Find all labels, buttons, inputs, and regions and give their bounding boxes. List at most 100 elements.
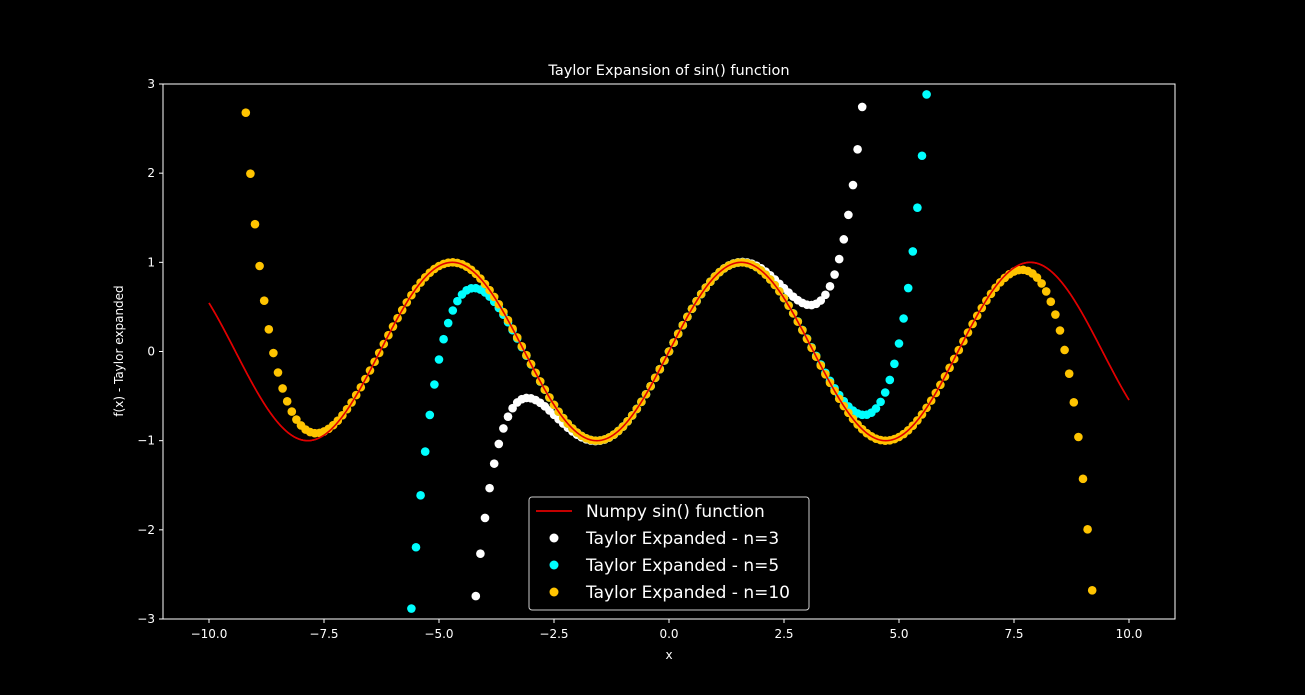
x-tick-label: −10.0 bbox=[191, 627, 228, 641]
legend: Numpy sin() function Taylor Expanded - n=… bbox=[528, 496, 810, 611]
data-point bbox=[508, 403, 517, 413]
data-point bbox=[241, 108, 251, 118]
y-tick-label: −1 bbox=[137, 434, 155, 448]
data-point bbox=[250, 219, 260, 229]
legend-frame bbox=[528, 496, 810, 611]
data-point bbox=[439, 334, 448, 344]
data-point bbox=[894, 339, 904, 348]
data-point bbox=[1060, 345, 1069, 355]
scatter-series-n10 bbox=[241, 108, 1097, 595]
data-point bbox=[246, 169, 255, 178]
data-point bbox=[471, 591, 481, 601]
data-point bbox=[282, 397, 292, 406]
y-axis-label: f(x) - Taylor expanded bbox=[112, 285, 126, 416]
data-point bbox=[420, 447, 430, 456]
y-tick-label: 0 bbox=[147, 345, 155, 359]
data-point bbox=[1055, 326, 1065, 335]
data-point bbox=[816, 296, 826, 305]
data-point bbox=[830, 270, 839, 279]
data-point bbox=[448, 306, 458, 315]
data-point bbox=[1064, 369, 1074, 378]
y-tick-label: 3 bbox=[147, 77, 155, 91]
data-point bbox=[485, 483, 494, 493]
data-point bbox=[890, 359, 899, 369]
data-point bbox=[503, 412, 513, 421]
data-point bbox=[1051, 310, 1060, 319]
data-point bbox=[871, 404, 881, 413]
data-point bbox=[1037, 279, 1046, 288]
data-point bbox=[264, 325, 274, 334]
data-point bbox=[825, 282, 835, 291]
x-tick-label: −5.0 bbox=[424, 627, 453, 641]
data-point bbox=[839, 235, 849, 244]
data-point bbox=[453, 296, 462, 306]
x-axis-label: x bbox=[665, 648, 672, 662]
legend-dot-marker bbox=[549, 587, 559, 597]
x-tick-label: 5.0 bbox=[889, 627, 908, 641]
legend-label: Taylor Expanded - n=3 bbox=[585, 529, 779, 549]
data-point bbox=[425, 410, 435, 420]
data-point bbox=[899, 314, 908, 323]
data-point bbox=[443, 318, 453, 328]
legend-label: Taylor Expanded - n=10 bbox=[585, 583, 790, 603]
data-point bbox=[273, 368, 283, 377]
data-point bbox=[922, 90, 931, 99]
data-point bbox=[1083, 525, 1092, 534]
axis-ticks: −10.0 −7.5 −5.0 −2.5 0.0 2.5 5.0 7.5 10.0 −3 −2 −1 0… bbox=[137, 77, 1142, 641]
data-point bbox=[880, 388, 890, 397]
legend-dot-marker bbox=[549, 560, 559, 570]
data-point bbox=[416, 491, 425, 500]
data-point bbox=[876, 397, 885, 407]
legend-label: Taylor Expanded - n=5 bbox=[585, 556, 779, 576]
y-tick-label: 2 bbox=[147, 166, 155, 180]
plot-area bbox=[208, 90, 1130, 613]
data-point bbox=[903, 283, 913, 293]
y-tick-label: −2 bbox=[137, 523, 155, 537]
data-point bbox=[255, 261, 264, 271]
data-point bbox=[1041, 287, 1051, 296]
data-point bbox=[434, 355, 444, 364]
data-point bbox=[1032, 273, 1042, 282]
data-point bbox=[1046, 297, 1056, 306]
data-point bbox=[821, 290, 830, 300]
chart-title: Taylor Expansion of sin() function bbox=[547, 63, 789, 79]
sin-line bbox=[208, 261, 1130, 442]
x-tick-label: 2.5 bbox=[774, 627, 793, 641]
data-point bbox=[844, 210, 853, 220]
data-point bbox=[1087, 585, 1097, 595]
data-point bbox=[407, 604, 416, 613]
data-point bbox=[287, 407, 297, 416]
data-point bbox=[489, 459, 499, 468]
x-tick-label: 7.5 bbox=[1004, 627, 1023, 641]
x-tick-label: −7.5 bbox=[309, 627, 338, 641]
data-point bbox=[269, 348, 278, 358]
y-tick-label: −3 bbox=[137, 612, 155, 626]
y-tick-label: 1 bbox=[147, 255, 155, 269]
data-point bbox=[913, 203, 922, 212]
data-point bbox=[1069, 398, 1079, 407]
legend-label: Numpy sin() function bbox=[586, 502, 765, 522]
data-point bbox=[430, 380, 439, 389]
data-point bbox=[917, 151, 927, 161]
data-point bbox=[857, 102, 867, 112]
data-point bbox=[292, 415, 301, 424]
data-point bbox=[885, 375, 895, 385]
data-point bbox=[834, 254, 844, 264]
data-point bbox=[1078, 474, 1088, 484]
data-point bbox=[259, 296, 269, 305]
sin-line-overlay bbox=[208, 261, 1130, 442]
data-point bbox=[1074, 432, 1083, 442]
data-point bbox=[476, 549, 485, 559]
x-tick-label: 10.0 bbox=[1116, 627, 1143, 641]
data-point bbox=[848, 180, 858, 190]
data-point bbox=[411, 542, 421, 552]
data-point bbox=[278, 384, 287, 393]
data-point bbox=[853, 144, 862, 154]
data-point bbox=[494, 439, 504, 449]
legend-dot-marker bbox=[549, 533, 559, 543]
x-tick-label: −2.5 bbox=[539, 627, 568, 641]
x-tick-label: 0.0 bbox=[659, 627, 678, 641]
data-point bbox=[499, 424, 508, 433]
data-point bbox=[480, 513, 490, 523]
